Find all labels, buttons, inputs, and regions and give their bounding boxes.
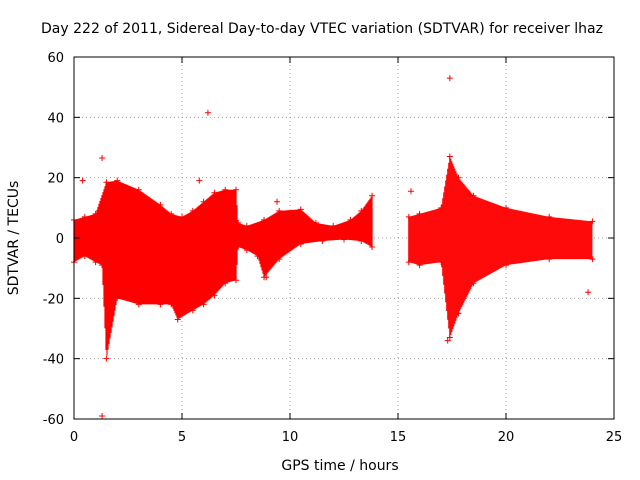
envelope-upper-point xyxy=(114,177,121,184)
outlier-point xyxy=(204,109,211,116)
envelope-lower-point xyxy=(189,307,196,314)
outlier-point xyxy=(585,289,592,296)
envelope-lower-point xyxy=(200,301,207,308)
envelope-upper-point xyxy=(297,206,304,213)
envelope-upper-point xyxy=(455,174,462,181)
x-tick-label: 0 xyxy=(70,430,78,445)
envelope-upper-point xyxy=(211,189,218,196)
envelope-lower-point xyxy=(99,262,106,269)
envelope-upper-point xyxy=(589,218,596,225)
envelope-upper-point xyxy=(81,213,88,220)
envelope-upper-point xyxy=(233,186,239,193)
envelope-lower-point xyxy=(81,253,88,260)
y-tick-label: 60 xyxy=(47,51,64,66)
envelope-lower-point xyxy=(297,241,304,248)
outlier-point xyxy=(407,188,414,195)
envelope-lower-point xyxy=(546,256,553,263)
envelope-lower-point xyxy=(438,259,445,266)
envelope-upper-point xyxy=(503,204,509,211)
outlier-point xyxy=(444,337,451,344)
envelope-upper-point xyxy=(189,207,196,214)
x-tick-label: 25 xyxy=(606,430,623,445)
envelope-lower-point xyxy=(341,236,347,243)
envelope-upper-point xyxy=(235,219,242,226)
envelope-upper-point xyxy=(92,210,99,217)
envelope-lower-point xyxy=(369,244,376,251)
envelope-lower-point xyxy=(235,244,242,251)
data-layer xyxy=(71,75,596,419)
outlier-point xyxy=(99,412,106,419)
envelope-upper-point xyxy=(157,201,164,208)
envelope-upper-point xyxy=(135,186,142,193)
envelope-lower-point xyxy=(243,247,250,254)
x-axis-label: GPS time / hours xyxy=(281,458,398,474)
envelope-upper-point xyxy=(470,192,477,199)
outlier-point xyxy=(446,75,453,82)
envelope-upper-point xyxy=(103,179,110,186)
envelope-lower-point xyxy=(589,256,596,263)
envelope-lower-point xyxy=(168,301,175,308)
envelope-lower-point xyxy=(135,301,142,308)
envelope-upper-point xyxy=(546,213,553,220)
envelope-lower-point xyxy=(157,301,164,308)
envelope-upper-point xyxy=(416,210,423,217)
y-tick-label: -60 xyxy=(43,413,64,428)
envelope-lower-point xyxy=(276,256,283,263)
envelope-upper-point xyxy=(276,207,283,214)
outlier-point xyxy=(466,191,473,198)
outlier-point xyxy=(196,177,203,184)
envelope-upper-point xyxy=(179,213,185,220)
envelope-upper-point xyxy=(405,213,412,220)
envelope-lower-point xyxy=(358,238,365,245)
y-tick-label: 0 xyxy=(56,232,64,247)
envelope-lower-point xyxy=(455,310,462,317)
envelope-lower-point xyxy=(233,277,239,284)
envelope-upper-point xyxy=(358,207,365,214)
envelope-lower-point xyxy=(319,238,326,245)
envelope-upper-point xyxy=(243,222,250,229)
x-tick-label: 20 xyxy=(498,430,515,445)
envelope-lower-point xyxy=(103,355,110,362)
chart-title: Day 222 of 2011, Sidereal Day-to-day VTE… xyxy=(41,21,603,37)
envelope-upper-point xyxy=(222,186,229,193)
envelope-lower-point xyxy=(114,295,121,302)
tick-layer: 0 5 10 15 20 25 -60 -40 -20 0 20 40 60 xyxy=(43,51,623,445)
envelope-lower-point xyxy=(222,280,229,287)
outlier-point xyxy=(79,177,86,184)
envelope-lower-point xyxy=(503,262,509,269)
envelope-upper-point xyxy=(446,153,453,160)
y-axis-label: SDTVAR / TECUs xyxy=(6,181,22,296)
envelope-upper-point xyxy=(330,222,337,229)
envelope-lower-point xyxy=(416,262,423,269)
envelope-upper-point xyxy=(312,219,319,226)
x-tick-label: 5 xyxy=(178,430,186,445)
envelope-lower-point xyxy=(254,253,261,260)
outlier-point xyxy=(274,198,281,205)
envelope-upper-point xyxy=(200,198,207,205)
envelope-upper-point xyxy=(168,210,175,217)
envelope-lower-point xyxy=(446,334,453,341)
x-tick-label: 15 xyxy=(390,430,407,445)
envelope-lower-point xyxy=(470,280,477,287)
envelope-upper-point xyxy=(347,216,354,223)
outlier-point xyxy=(263,274,270,281)
envelope-lower-point xyxy=(92,259,99,266)
x-tick-label: 10 xyxy=(282,430,299,445)
envelope-lower-point xyxy=(174,316,181,323)
y-tick-label: -40 xyxy=(43,353,64,368)
envelope-lower-point xyxy=(211,292,218,299)
envelope-lower-point xyxy=(405,259,412,266)
envelope-upper-point xyxy=(261,216,268,223)
y-tick-label: 20 xyxy=(47,172,64,187)
envelope-upper-point xyxy=(438,204,445,211)
y-tick-label: -20 xyxy=(43,292,64,307)
outlier-point xyxy=(99,155,106,162)
y-tick-label: 40 xyxy=(47,111,64,126)
envelope-upper-point xyxy=(369,192,376,199)
